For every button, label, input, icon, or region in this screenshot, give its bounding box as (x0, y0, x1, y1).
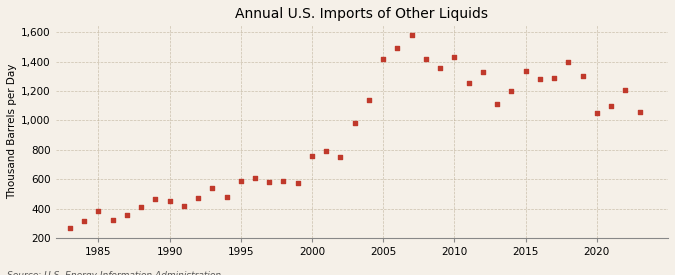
Point (491, 101, 502, 106)
Point (79, 219, 90, 223)
Point (535, 76, 545, 81)
Point (605, 103, 616, 108)
Point (264, 180, 275, 184)
Point (292, 181, 303, 185)
Point (349, 120, 360, 125)
Point (378, 56, 389, 61)
Point (335, 155, 346, 160)
Point (591, 111, 602, 115)
Point (192, 196, 203, 200)
Point (392, 46, 403, 51)
Point (421, 57, 431, 62)
Point (164, 199, 175, 204)
Point (178, 204, 189, 208)
Point (278, 179, 289, 184)
Point (136, 205, 146, 209)
Title: Annual U.S. Imports of Other Liquids: Annual U.S. Imports of Other Liquids (236, 7, 488, 21)
Point (520, 69, 531, 73)
Point (93, 209, 104, 213)
Point (406, 33, 417, 37)
Point (64, 226, 75, 231)
Point (463, 81, 474, 85)
Point (321, 149, 331, 153)
Point (435, 65, 446, 70)
Point (150, 197, 161, 201)
Point (221, 195, 232, 199)
Point (236, 178, 246, 183)
Point (634, 110, 645, 115)
Point (563, 60, 574, 65)
Point (620, 88, 630, 92)
Point (306, 154, 317, 159)
Point (250, 176, 261, 181)
Point (477, 70, 488, 74)
Point (549, 76, 560, 80)
Point (122, 212, 132, 217)
Point (364, 98, 375, 102)
Point (449, 55, 460, 59)
Point (207, 186, 217, 190)
Point (506, 89, 517, 93)
Point (577, 74, 588, 79)
Y-axis label: Thousand Barrels per Day: Thousand Barrels per Day (7, 64, 17, 199)
Point (107, 218, 118, 222)
Text: Source: U.S. Energy Information Administration: Source: U.S. Energy Information Administ… (7, 271, 221, 275)
